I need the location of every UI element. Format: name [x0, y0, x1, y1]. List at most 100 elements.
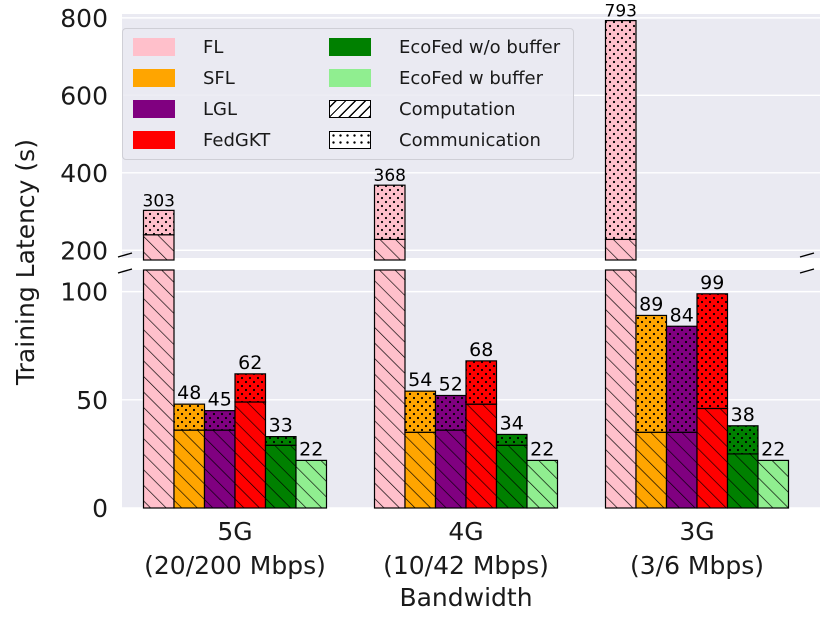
bar-value-label: 99 — [700, 272, 724, 294]
legend-label: EcoFed w buffer — [399, 67, 544, 89]
bar-computation-hatch — [234, 401, 267, 509]
y-tick-label: 0 — [92, 494, 108, 523]
y-tick-label: 400 — [60, 159, 108, 188]
legend-swatch — [329, 38, 371, 56]
bar-communication-dots — [604, 19, 637, 241]
axis-break-mark — [799, 268, 815, 274]
bar-communication-dots — [173, 403, 206, 431]
bar-computation-hatch — [142, 234, 175, 261]
bar-computation-hatch — [404, 431, 437, 509]
bar-computation-hatch — [142, 269, 175, 509]
legend-item: SFL — [133, 67, 235, 89]
bar-value-label: 22 — [530, 438, 554, 460]
bar-value-label: 33 — [269, 415, 293, 437]
legend-swatch — [133, 69, 175, 87]
bar-computation-hatch — [757, 459, 790, 509]
bar-computation-hatch — [373, 269, 406, 509]
bar-computation-hatch — [604, 269, 637, 509]
bar-communication-dots — [434, 394, 467, 431]
legend-label: FL — [203, 36, 224, 58]
legend-swatch — [329, 100, 371, 118]
x-tick-label: (10/42 Mbps) — [383, 551, 549, 580]
x-tick-label: 5G — [217, 517, 252, 546]
bar-communication-dots — [264, 436, 297, 446]
bar-computation-hatch — [295, 459, 328, 509]
bar-computation-hatch — [373, 238, 406, 261]
bar-value-label: 22 — [761, 438, 785, 460]
bar-computation-hatch — [726, 453, 759, 509]
bar-value-label: 54 — [408, 369, 432, 391]
bar-communication-dots — [142, 209, 175, 236]
bar-communication-dots — [696, 293, 729, 410]
bar-communication-dots — [465, 360, 498, 405]
bar-value-label: 368 — [374, 166, 406, 186]
bar-computation-hatch — [173, 429, 206, 509]
bar-computation-hatch — [264, 444, 297, 509]
legend-swatch — [329, 69, 371, 87]
legend-item: EcoFed w buffer — [329, 67, 543, 89]
bar-communication-dots — [404, 390, 437, 433]
y-tick-label: 800 — [60, 4, 108, 33]
bar-value-label: 48 — [177, 382, 201, 404]
legend-item: Computation — [329, 98, 516, 120]
legend-swatch — [133, 38, 175, 56]
bar-computation-hatch — [604, 238, 637, 261]
legend-label: EcoFed w/o buffer — [399, 36, 561, 58]
legend-item: Communication — [329, 129, 541, 151]
legend-swatch — [329, 131, 371, 149]
x-tick-label: 4G — [448, 517, 483, 546]
bar-computation-hatch — [526, 459, 559, 509]
y-tick-label: 600 — [60, 81, 108, 110]
bar-value-label: 793 — [605, 2, 637, 22]
bar-computation-hatch — [495, 444, 528, 509]
x-tick-label: (20/200 Mbps) — [144, 551, 326, 580]
legend-label: LGL — [203, 98, 238, 120]
axis-labels: 200 400 600 800 0 50 100 303 368 793 48 54 89 45 52 84 6… — [11, 2, 815, 612]
legend-label: FedGKT — [203, 129, 271, 151]
bar-value-label: 84 — [670, 304, 694, 326]
x-tick-label: 3G — [679, 517, 714, 546]
bar-value-label: 45 — [208, 389, 232, 411]
bar-communication-dots — [234, 373, 267, 403]
bar-communication-dots — [203, 410, 236, 431]
bar-computation-hatch — [203, 429, 236, 509]
bar-computation-hatch — [696, 407, 729, 509]
bar-value-label: 89 — [639, 293, 663, 315]
legend-item: LGL — [133, 98, 237, 120]
bar-value-label: 34 — [500, 412, 524, 434]
bar-value-label: 38 — [731, 404, 755, 426]
bar-value-label: 22 — [299, 438, 323, 460]
x-tick-label: (3/6 Mbps) — [630, 551, 764, 580]
legend-label: SFL — [203, 67, 235, 89]
y-tick-label: 50 — [76, 386, 108, 415]
legend-swatch — [133, 100, 175, 118]
bar-communication-dots — [726, 425, 759, 455]
bar-computation-hatch — [434, 429, 467, 509]
legend-item: FedGKT — [133, 129, 270, 151]
legend-swatch — [133, 131, 175, 149]
legend: FL SFL LGL FedGKT EcoFed w/o buffer EcoFed w … — [122, 28, 574, 160]
lower-axes — [122, 269, 820, 509]
bar-communication-dots — [635, 314, 668, 433]
legend-item: FL — [133, 36, 223, 58]
y-axis-label: Training Latency (s) — [11, 139, 40, 386]
axis-break-mark — [117, 252, 133, 258]
legend-item: EcoFed w/o buffer — [329, 36, 560, 58]
axis-break-mark — [799, 252, 815, 258]
y-tick-label: 100 — [60, 278, 108, 307]
bar-value-label: 62 — [238, 352, 262, 374]
bar-communication-dots — [495, 433, 528, 446]
legend-label: Computation — [399, 98, 516, 120]
bar-communication-dots — [373, 184, 406, 241]
bar-value-label: 52 — [439, 373, 463, 395]
bar-value-label: 303 — [143, 191, 175, 211]
bar-value-label: 68 — [469, 339, 493, 361]
bar-computation-hatch — [665, 431, 698, 509]
axis-break-mark — [117, 268, 133, 274]
x-axis-label: Bandwidth — [399, 583, 532, 612]
legend-label: Communication — [399, 129, 541, 151]
bar-communication-dots — [665, 325, 698, 433]
bar-computation-hatch — [465, 403, 498, 509]
y-tick-label: 200 — [60, 236, 108, 265]
